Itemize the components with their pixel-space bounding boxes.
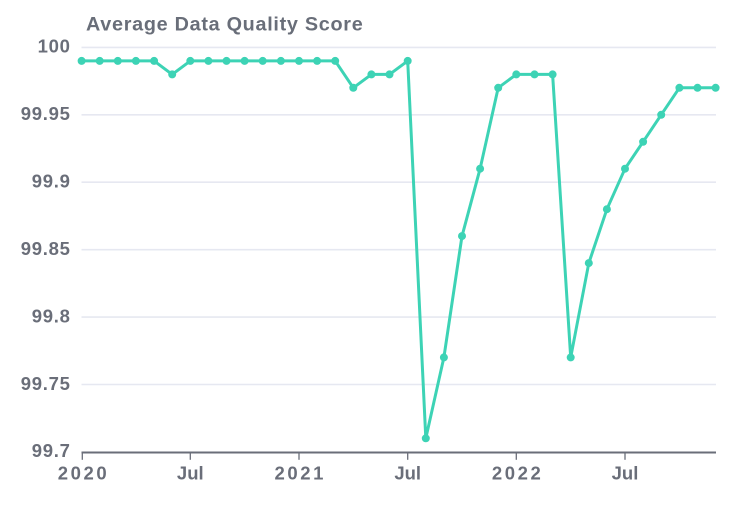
- svg-text:Jul: Jul: [177, 462, 204, 483]
- svg-text:99.7: 99.7: [32, 440, 71, 461]
- svg-text:2021: 2021: [275, 462, 327, 483]
- svg-text:99.9: 99.9: [32, 170, 71, 191]
- svg-text:2022: 2022: [492, 462, 544, 483]
- svg-text:Average Data Quality Score: Average Data Quality Score: [86, 14, 363, 36]
- svg-text:99.95: 99.95: [21, 103, 71, 124]
- svg-text:100: 100: [38, 36, 71, 57]
- svg-text:Jul: Jul: [612, 462, 639, 483]
- svg-text:99.8: 99.8: [32, 305, 71, 326]
- svg-text:99.75: 99.75: [21, 373, 71, 394]
- svg-text:Jul: Jul: [394, 462, 421, 483]
- svg-text:99.85: 99.85: [21, 238, 71, 259]
- svg-text:2020: 2020: [58, 462, 110, 483]
